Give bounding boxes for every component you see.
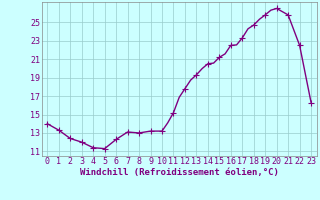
X-axis label: Windchill (Refroidissement éolien,°C): Windchill (Refroidissement éolien,°C) bbox=[80, 168, 279, 177]
